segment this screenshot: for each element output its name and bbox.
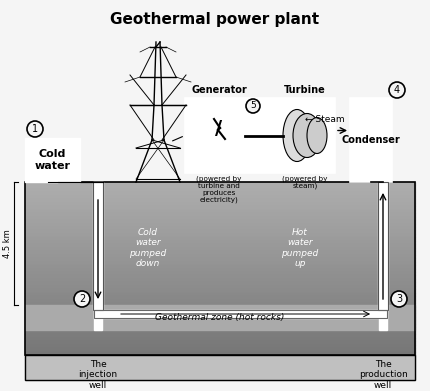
Ellipse shape [293, 113, 321, 158]
Bar [25, 310, 415, 314]
Bar [25, 348, 415, 352]
Text: The
production
well: The production well [359, 360, 407, 390]
Text: (powered by
turbine and
produces
electricity): (powered by turbine and produces electri… [197, 175, 242, 203]
Bar [185, 98, 335, 173]
Bar [25, 234, 415, 237]
Text: Condenser: Condenser [341, 135, 400, 145]
Circle shape [74, 291, 90, 307]
Bar [25, 334, 415, 338]
Text: Hot
water
pumped
up: Hot water pumped up [281, 228, 319, 268]
Bar [25, 275, 415, 279]
Text: ← Steam: ← Steam [305, 115, 345, 124]
Bar [378, 182, 388, 310]
Ellipse shape [307, 118, 327, 154]
Bar [25, 206, 415, 210]
Text: 4: 4 [394, 85, 400, 95]
Circle shape [27, 121, 43, 137]
Text: Cold
water
pumped
down: Cold water pumped down [129, 228, 167, 268]
Bar [25, 300, 415, 303]
Bar [193, 110, 245, 148]
Bar [25, 293, 415, 296]
Bar [25, 189, 415, 192]
Bar [25, 217, 415, 220]
Bar [94, 310, 387, 318]
Bar [25, 241, 415, 244]
Bar [25, 203, 415, 206]
Text: Geothermal zone (hot rocks): Geothermal zone (hot rocks) [155, 313, 285, 322]
Text: 5: 5 [250, 102, 256, 111]
Bar [25, 314, 415, 317]
Bar [25, 199, 415, 203]
Bar [25, 230, 415, 234]
Text: 2: 2 [79, 294, 85, 304]
Bar [94, 310, 102, 330]
Bar [25, 320, 415, 324]
Bar [25, 352, 415, 355]
Bar [25, 182, 415, 355]
Text: Geothermal power plant: Geothermal power plant [111, 12, 319, 27]
Bar [93, 182, 103, 310]
Bar [25, 305, 415, 330]
Bar [25, 269, 415, 272]
Bar [25, 185, 415, 189]
Bar [25, 331, 415, 334]
Bar [25, 355, 415, 380]
Bar [94, 310, 387, 318]
Bar [25, 303, 415, 307]
Bar [25, 138, 80, 182]
Bar [25, 286, 415, 289]
Bar [25, 272, 415, 275]
Ellipse shape [283, 109, 311, 161]
Bar [25, 227, 415, 230]
Bar [379, 310, 387, 330]
Text: (powered by
steam): (powered by steam) [283, 175, 328, 189]
Bar [25, 220, 415, 224]
Text: The
injection
well: The injection well [78, 360, 117, 390]
Bar [25, 341, 415, 344]
Bar [25, 327, 415, 331]
Bar [25, 210, 415, 213]
Bar [25, 213, 415, 217]
Bar [25, 182, 415, 185]
Bar [25, 244, 415, 248]
Bar [25, 307, 415, 310]
Circle shape [389, 82, 405, 98]
Bar [25, 355, 415, 380]
Bar [25, 279, 415, 282]
Bar [25, 289, 415, 293]
Bar [25, 262, 415, 265]
Text: /: / [215, 120, 223, 138]
Bar [25, 324, 415, 327]
Bar [25, 265, 415, 269]
Bar [378, 182, 388, 310]
Text: Generator: Generator [191, 85, 247, 95]
Bar [25, 344, 415, 348]
Bar [25, 255, 415, 258]
Bar [25, 237, 415, 241]
Bar [25, 192, 415, 196]
Bar [25, 282, 415, 286]
Bar [25, 338, 415, 341]
Text: 3: 3 [396, 294, 402, 304]
Bar [25, 224, 415, 227]
Bar [25, 248, 415, 251]
Bar [25, 296, 415, 300]
Bar [25, 317, 415, 320]
Bar [93, 182, 103, 310]
Bar [350, 98, 392, 182]
Text: 4.5 km: 4.5 km [3, 229, 12, 258]
Bar [25, 258, 415, 262]
Text: Cold
water: Cold water [34, 149, 71, 171]
Circle shape [391, 291, 407, 307]
Circle shape [246, 99, 260, 113]
Text: Turbine: Turbine [284, 85, 326, 95]
Text: 1: 1 [32, 124, 38, 134]
Bar [25, 196, 415, 199]
Bar [25, 251, 415, 255]
